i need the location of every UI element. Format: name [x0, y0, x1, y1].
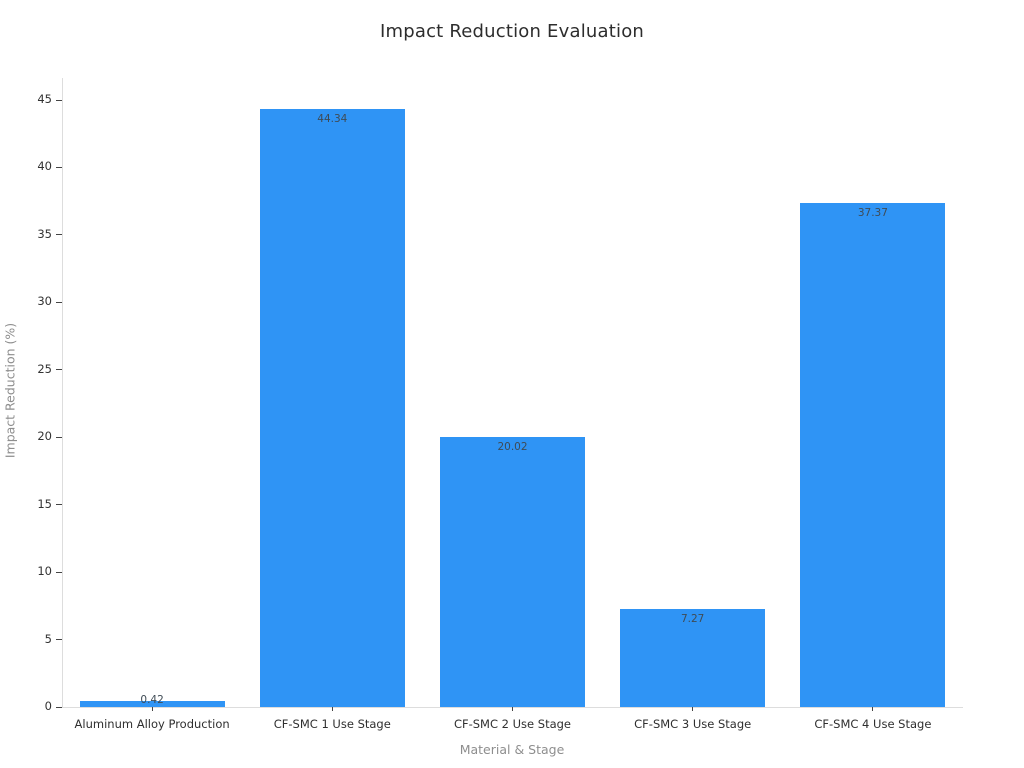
x-tick-mark	[151, 707, 153, 711]
y-tick-label: 35	[37, 226, 52, 241]
x-tick-label: Aluminum Alloy Production	[74, 717, 230, 731]
y-tick-label: 20	[37, 429, 52, 444]
bar-2	[259, 108, 405, 707]
chart-title: Impact Reduction Evaluation	[379, 21, 645, 42]
x-tick-label: CF-SMC 2 Use Stage	[453, 717, 571, 731]
y-tick-label: 10	[37, 564, 52, 579]
y-tick-mark	[56, 571, 62, 573]
bar-value-label: 20.02	[497, 440, 528, 453]
x-tick-mark	[872, 707, 874, 711]
y-tick-mark	[56, 639, 62, 641]
x-axis-label: Material & Stage	[459, 742, 565, 757]
y-tick-mark	[56, 436, 62, 438]
y-tick-mark	[56, 166, 62, 168]
bar-1	[79, 701, 225, 707]
y-tick-mark	[56, 234, 62, 236]
x-tick-mark	[512, 707, 513, 711]
x-tick-label: CF-SMC 4 Use Stage	[814, 717, 932, 731]
bar-value-label: 7.27	[680, 612, 705, 625]
y-tick-label: 5	[44, 631, 52, 646]
y-tick-label: 15	[37, 496, 52, 511]
y-axis-label: Impact Reduction (%)	[2, 322, 18, 459]
bar-value-label: 37.37	[857, 206, 888, 219]
y-tick-mark	[56, 301, 62, 303]
y-tick-label: 0	[44, 699, 52, 713]
x-tick-mark	[331, 707, 333, 711]
y-tick-mark	[56, 99, 62, 101]
y-tick-label: 30	[37, 294, 52, 309]
y-tick-label: 45	[37, 92, 52, 106]
x-tick-mark	[692, 707, 694, 711]
y-tick-mark	[56, 504, 62, 506]
y-tick-label: 40	[37, 159, 52, 174]
bar-4	[620, 608, 766, 707]
y-tick-mark	[56, 706, 62, 708]
plot-area: 0 5 10 15 20 25 30 35 40 45 0.42 44.34 20.02 7.27 37.…	[37, 78, 963, 731]
x-tick-label: CF-SMC 1 Use Stage	[273, 717, 391, 731]
bar-3	[440, 436, 585, 707]
bar-value-label: 0.42	[140, 694, 164, 706]
bar-5	[800, 202, 946, 707]
y-tick-mark	[56, 369, 62, 371]
bar-value-label: 44.34	[317, 112, 348, 125]
x-tick-label: CF-SMC 3 Use Stage	[634, 717, 752, 731]
y-axis-line	[62, 78, 63, 707]
y-tick-label: 25	[37, 361, 52, 376]
